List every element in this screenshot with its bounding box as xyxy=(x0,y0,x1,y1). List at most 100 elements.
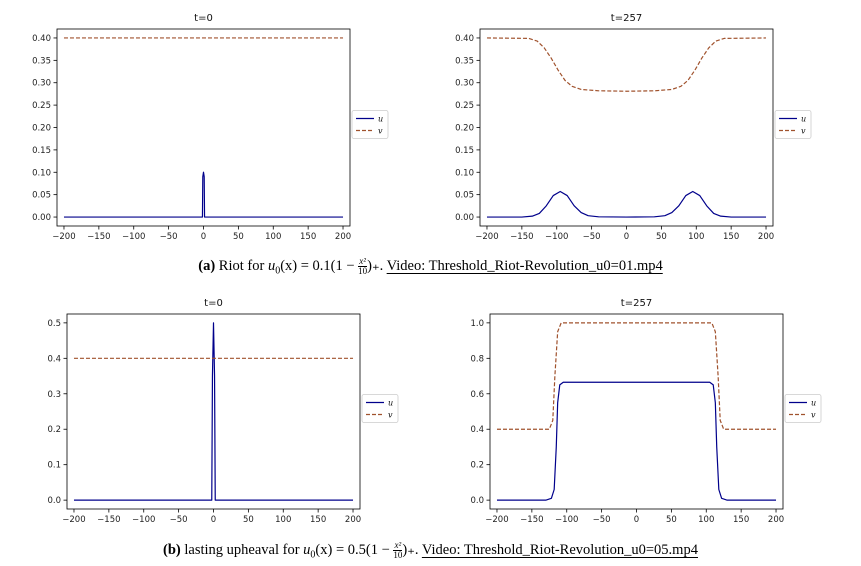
y-tick-label: 0.30 xyxy=(455,79,474,89)
y-tick-label: 0.4 xyxy=(47,354,61,364)
x-tick-label: −150 xyxy=(97,515,120,525)
caption-a-num: x² xyxy=(358,256,368,267)
y-tick-label: 1.0 xyxy=(470,319,484,329)
caption-b-text: lasting upheaval for xyxy=(184,541,300,558)
plot-title: t=257 xyxy=(611,13,642,24)
caption-a-arg: (x) = 0.1(1 − xyxy=(280,257,359,274)
y-tick-label: 0.2 xyxy=(47,425,61,435)
caption-a-func: u xyxy=(267,257,276,274)
plot-title: t=0 xyxy=(194,13,213,24)
y-tick-label: 0.10 xyxy=(32,168,51,178)
legend-box xyxy=(784,394,822,423)
x-tick-label: −50 xyxy=(593,515,611,525)
y-tick-label: 0.30 xyxy=(32,79,51,89)
y-tick-label: 0.15 xyxy=(455,146,474,156)
series-line-u xyxy=(73,322,354,501)
x-tick-label: −100 xyxy=(122,232,145,242)
caption-a-tail: )₊. xyxy=(367,257,384,274)
x-tick-label: 150 xyxy=(310,515,326,525)
legend-box xyxy=(774,110,812,139)
y-tick-label: 0.0 xyxy=(470,496,484,506)
legend-label-v: v xyxy=(378,127,383,136)
series-line-u xyxy=(486,190,767,218)
x-tick-label: −200 xyxy=(62,515,85,525)
legend-box xyxy=(361,394,399,423)
caption-b-video-link[interactable]: Video: Threshold_Riot-Revolution_u0=05.m… xyxy=(421,541,698,558)
plot-frame xyxy=(56,28,351,227)
x-tick-label: 200 xyxy=(345,515,361,525)
plot-frame xyxy=(489,313,784,510)
x-tick-label: 0 xyxy=(201,232,206,242)
y-tick-label: 0.8 xyxy=(470,354,484,364)
y-tick-label: 0.0 xyxy=(47,496,61,506)
plot-title: t=0 xyxy=(204,298,223,309)
legend-label-u: u xyxy=(811,399,816,408)
caption-b-func: u xyxy=(303,541,311,558)
x-tick-label: −100 xyxy=(132,515,155,525)
caption-a-label: (a) xyxy=(198,257,216,274)
y-tick-label: 0.00 xyxy=(455,213,474,223)
legend-label-u: u xyxy=(378,115,383,124)
y-tick-label: 0.5 xyxy=(47,319,61,329)
x-tick-label: −50 xyxy=(170,515,188,525)
y-tick-label: 0.40 xyxy=(32,34,51,44)
x-tick-label: −200 xyxy=(52,232,75,242)
series-line-u xyxy=(496,381,777,501)
y-tick-label: 0.05 xyxy=(455,191,474,201)
x-tick-label: −150 xyxy=(510,232,533,242)
caption-b-tail: )₊. xyxy=(402,541,419,558)
x-tick-label: −200 xyxy=(475,232,498,242)
x-tick-label: −100 xyxy=(555,515,578,525)
x-tick-label: 50 xyxy=(666,515,677,525)
legend-label-u: u xyxy=(388,399,393,408)
x-tick-label: 150 xyxy=(733,515,749,525)
y-tick-label: 0.3 xyxy=(47,390,61,400)
plot-panel-4: t=257 −200 −150 −100 −50 0 50 100 150 200 0.0 0.2 0.… xyxy=(470,298,822,525)
y-tick-label: 0.25 xyxy=(32,101,51,111)
y-tick-label: 0.20 xyxy=(455,124,474,134)
y-tick-label: 0.35 xyxy=(455,56,474,66)
x-tick-label: 100 xyxy=(688,232,704,242)
legend-label-v: v xyxy=(801,127,806,136)
series-line-u xyxy=(63,171,344,218)
y-tick-label: 0.15 xyxy=(32,146,51,156)
x-tick-label: −50 xyxy=(583,232,601,242)
x-tick-label: 150 xyxy=(300,232,316,242)
caption-b-label: (b) xyxy=(163,541,181,558)
x-tick-label: 50 xyxy=(243,515,254,525)
caption-b: (b) lasting upheaval for u0(x) = 0.5(1 −… xyxy=(0,541,861,561)
plot-panel-1: t=0 −200 −150 −100 −50 0 50 100 150 200 0.00 0.05 0.… xyxy=(32,13,389,242)
plot-panel-3: t=0 −200 −150 −100 −50 0 50 100 150 200 0.0 0.1 0.2 0… xyxy=(47,298,399,525)
x-tick-label: −50 xyxy=(160,232,178,242)
x-tick-label: 0 xyxy=(211,515,216,525)
x-tick-label: 100 xyxy=(275,515,291,525)
y-tick-label: 0.40 xyxy=(455,34,474,44)
x-tick-label: 0 xyxy=(634,515,639,525)
x-tick-label: 100 xyxy=(265,232,281,242)
plot-panel-2: t=257 −200 −150 −100 −50 0 50 100 150 200 0.00 0.05… xyxy=(455,13,812,242)
y-tick-label: 0.4 xyxy=(470,425,484,435)
x-tick-label: 0 xyxy=(624,232,629,242)
plot-frame xyxy=(479,28,774,227)
y-tick-label: 0.05 xyxy=(32,191,51,201)
x-tick-label: −100 xyxy=(545,232,568,242)
legend-label-u: u xyxy=(801,115,806,124)
y-tick-label: 0.6 xyxy=(470,390,484,400)
y-tick-label: 0.25 xyxy=(455,101,474,111)
caption-a: (a) Riot for u0(x) = 0.1(1 − x² 10)₊. Vid… xyxy=(0,257,861,277)
x-tick-label: −150 xyxy=(87,232,110,242)
caption-a-den: 10 xyxy=(358,266,368,276)
caption-b-sub: 0 xyxy=(310,549,316,561)
series-line-v xyxy=(486,37,767,92)
plot-title: t=257 xyxy=(621,298,652,309)
caption-a-text: Riot for xyxy=(218,257,265,274)
caption-a-video-link[interactable]: Video: Threshold_Riot-Revolution_u0=01.m… xyxy=(386,257,663,274)
y-tick-label: 0.00 xyxy=(32,213,51,223)
x-tick-label: 150 xyxy=(723,232,739,242)
caption-a-sub: 0 xyxy=(275,265,281,277)
series-line-v xyxy=(496,322,777,430)
y-tick-label: 0.20 xyxy=(32,124,51,134)
y-tick-label: 0.35 xyxy=(32,56,51,66)
x-tick-label: 200 xyxy=(758,232,774,242)
